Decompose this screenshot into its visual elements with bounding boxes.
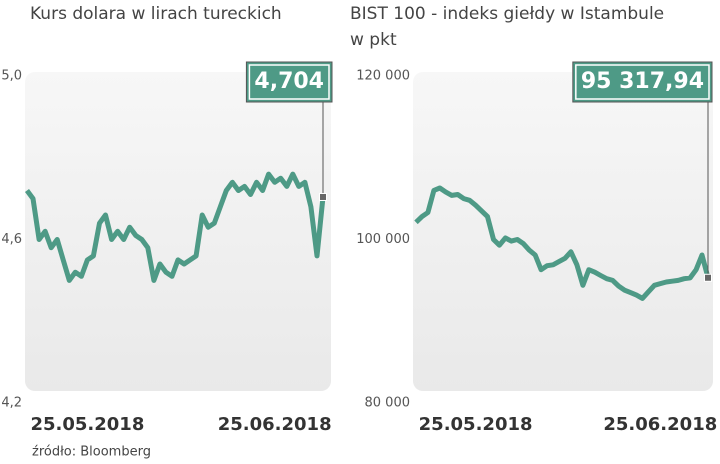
- x-tick-label: 25.05.2018: [30, 414, 144, 435]
- plot-background: [413, 72, 713, 391]
- callout-box: [572, 61, 713, 103]
- callout-inner: [248, 64, 330, 100]
- source: źródło: Bloomberg: [32, 445, 151, 460]
- end-marker: [319, 192, 327, 201]
- y-tick-label: 120 000: [356, 69, 410, 84]
- y-tick-label: 4,6: [1, 232, 22, 247]
- end-marker: [704, 273, 712, 282]
- callout-inner: [575, 64, 710, 100]
- x-tick-label: 25.05.2018: [419, 414, 533, 435]
- data-line: [414, 185, 711, 301]
- chart-title: BIST 100 - indeks giełdy w Istambule: [350, 4, 664, 24]
- y-tick-label: 80 000: [365, 396, 411, 411]
- chart-title: Kurs dolara w lirach tureckich: [30, 4, 282, 24]
- y-tick-label: 4,2: [1, 396, 22, 411]
- callout-label: 95 317,94: [581, 69, 704, 94]
- callout-box: [245, 61, 333, 103]
- y-tick-label: 100 000: [356, 232, 410, 247]
- x-tick-label: 25.06.2018: [218, 414, 332, 435]
- data-line: [24, 171, 326, 283]
- y-tick-label: 5,0: [1, 69, 22, 84]
- callout-label: 4,704: [254, 69, 324, 94]
- chart-subtitle: w pkt: [350, 30, 397, 50]
- x-tick-label: 25.06.2018: [603, 414, 717, 435]
- plot-background: [25, 72, 331, 391]
